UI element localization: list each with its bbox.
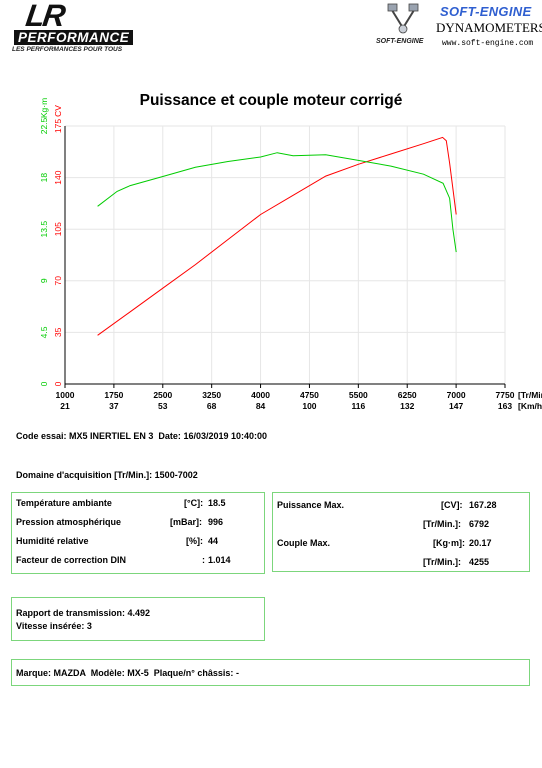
din-factor-label: Facteur de correction DIN	[16, 555, 127, 565]
max-power-value: 167.28	[469, 500, 497, 510]
test-date-label: Date:	[158, 431, 181, 441]
x-tick-label-kmh: 53	[158, 401, 168, 411]
gear-value: 3	[86, 621, 92, 631]
x-unit-kmh: [Km/h]	[518, 401, 542, 411]
x-tick-label-rpm: 6250	[398, 390, 417, 400]
engine-pistons-icon	[387, 3, 419, 34]
max-torque-rpm-unit: [Tr/Min.]:	[423, 557, 461, 567]
x-tick-label-rpm: 4750	[300, 390, 319, 400]
y-tick-label-torque: 9	[39, 278, 49, 283]
x-tick-label-kmh: 163	[498, 401, 512, 411]
y-tick-label-power: 0	[53, 381, 63, 386]
x-tick-label-rpm: 2500	[153, 390, 172, 400]
vehicle-make-value: MAZDA	[53, 668, 86, 678]
max-power-unit: [CV]:	[441, 500, 463, 510]
humidity-unit: [%]:	[186, 536, 203, 546]
soft-engine-title: SOFT-ENGINE	[440, 4, 532, 19]
acquisition-domain-label: Domaine d'acquisition [Tr/Min.]:	[16, 470, 153, 480]
transmission-ratio-value: 4.492	[127, 608, 151, 618]
test-date-value: 16/03/2019 10:40:00	[183, 431, 268, 441]
x-tick-label-kmh: 68	[207, 401, 217, 411]
soft-engine-subtitle: DYNAMOMETERS	[436, 20, 542, 35]
transmission-ratio-label: Rapport de transmission:	[16, 608, 126, 618]
humidity-label: Humidité relative	[16, 536, 89, 546]
x-tick-label-kmh: 84	[256, 401, 266, 411]
vehicle-panel: Marque: MAZDA Modèle: MX-5 Plaque/n° châ…	[11, 659, 530, 686]
results-panel: Puissance Max. [CV]: 167.28 [Tr/Min.]: 6…	[272, 492, 530, 572]
transmission-panel: Rapport de transmission: 4.492 Vitesse i…	[11, 597, 265, 641]
test-code-line: Code essai: MX5 INERTIEL EN 3 Date: 16/0…	[16, 431, 267, 441]
pressure-value: 996	[208, 517, 224, 527]
max-power-rpm-value: 6792	[469, 519, 490, 529]
x-tick-label-rpm: 7000	[447, 390, 466, 400]
lr-logo-tagline: LES PERFORMANCES POUR TOUS	[12, 46, 123, 53]
x-tick-label-kmh: 21	[60, 401, 70, 411]
acquisition-domain-line: Domaine d'acquisition [Tr/Min.]: 1500-70…	[16, 470, 198, 480]
y-tick-label-torque: 0	[39, 381, 49, 386]
y-tick-label-torque: 13.5	[39, 221, 49, 238]
vehicle-model-value: MX-5	[127, 668, 149, 678]
gear-line: Vitesse insérée: 3	[16, 621, 92, 631]
vehicle-plate-value: -	[235, 668, 239, 678]
y-tick-label-power: 70	[53, 276, 63, 286]
max-torque-rpm-value: 4255	[469, 557, 490, 567]
y-tick-label-power: 175	[53, 119, 63, 133]
max-torque-unit: [Kg·m]:	[433, 538, 465, 548]
x-tick-label-kmh: 147	[449, 401, 463, 411]
x-tick-label-rpm: 5500	[349, 390, 368, 400]
x-tick-label-kmh: 100	[302, 401, 316, 411]
temperature-value: 18.5	[208, 498, 226, 508]
x-tick-label-rpm: 1750	[104, 390, 123, 400]
gear-label: Vitesse insérée:	[16, 621, 85, 631]
pressure-unit: [mBar]:	[170, 517, 203, 527]
vehicle-model-label: Modèle:	[90, 668, 125, 678]
test-code-label: Code essai:	[16, 431, 67, 441]
din-factor-unit: :	[202, 555, 205, 565]
vehicle-line: Marque: MAZDA Modèle: MX-5 Plaque/n° châ…	[16, 668, 239, 678]
power-curve	[97, 136, 457, 336]
vehicle-make-label: Marque:	[16, 668, 52, 678]
y-axis-label-torque: Kg·m	[39, 98, 49, 118]
y-tick-label-torque: 4.5	[39, 326, 49, 338]
conditions-panel: Température ambiante [°C]: 18.5 Pression…	[11, 492, 265, 574]
max-torque-label: Couple Max.	[277, 538, 331, 548]
x-tick-label-kmh: 116	[351, 401, 365, 411]
y-tick-label-power: 140	[53, 170, 63, 184]
torque-curve	[97, 152, 457, 253]
soft-engine-url: www.soft-engine.com	[442, 39, 534, 48]
y-tick-label-torque: 22.5	[39, 117, 49, 134]
y-tick-label-power: 105	[53, 222, 63, 236]
soft-engine-logo: SOFT-ENGINE DYNAMOMETERS SOFT-ENGINE www…	[376, 2, 542, 50]
max-torque-value: 20.17	[469, 538, 492, 548]
y-tick-label-torque: 18	[39, 173, 49, 183]
x-tick-label-rpm: 3250	[202, 390, 221, 400]
transmission-ratio-line: Rapport de transmission: 4.492	[16, 608, 150, 618]
x-tick-label-kmh: 132	[400, 401, 414, 411]
x-tick-label-rpm: 7750	[496, 390, 515, 400]
y-axis-label-power: CV	[53, 105, 63, 117]
soft-engine-brand: SOFT-ENGINE	[376, 38, 424, 45]
test-code-value: MX5 INERTIEL EN 3	[69, 431, 154, 441]
x-unit-rpm: [Tr/Min.]	[518, 390, 542, 400]
temperature-label: Température ambiante	[16, 498, 112, 508]
max-power-label: Puissance Max.	[277, 500, 345, 510]
humidity-value: 44	[208, 536, 219, 546]
x-tick-label-kmh: 37	[109, 401, 119, 411]
x-tick-label-rpm: 4000	[251, 390, 270, 400]
temperature-unit: [°C]:	[184, 498, 204, 508]
y-tick-label-power: 35	[53, 327, 63, 337]
lr-performance-logo: LR PERFORMANCE LES PERFORMANCES POUR TOU…	[10, 0, 170, 53]
din-factor-value: 1.014	[208, 555, 231, 565]
max-power-rpm-unit: [Tr/Min.]:	[423, 519, 461, 529]
dyno-chart: 1000211750372500533250684000844750100550…	[39, 98, 542, 411]
chart-title: Puissance et couple moteur corrigé	[139, 92, 403, 109]
lr-logo-name: PERFORMANCE	[14, 30, 134, 45]
vehicle-plate-label: Plaque/n° châssis:	[153, 668, 234, 678]
pressure-label: Pression atmosphérique	[16, 517, 122, 527]
acquisition-domain-value: 1500-7002	[154, 470, 198, 480]
x-tick-label-rpm: 1000	[56, 390, 75, 400]
